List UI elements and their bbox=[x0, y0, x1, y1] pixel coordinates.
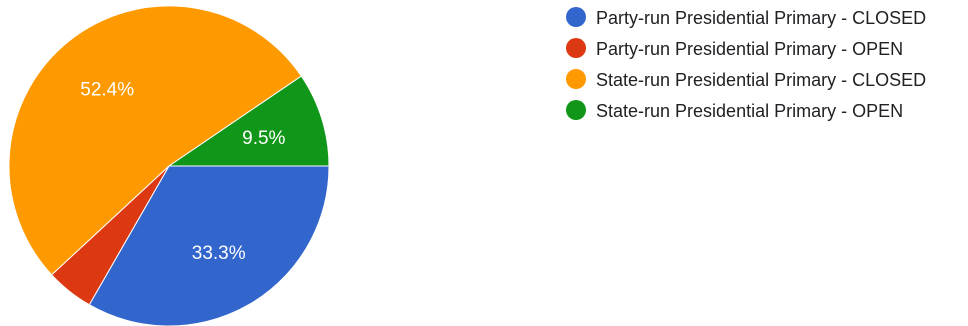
legend-label: State-run Presidential Primary - CLOSED bbox=[596, 70, 927, 90]
slice-data-label: 9.5% bbox=[242, 128, 285, 149]
legend-swatch-state-open bbox=[566, 100, 586, 120]
legend-item[interactable]: State-run Presidential Primary - OPEN bbox=[566, 99, 966, 123]
legend-swatch-party-closed bbox=[566, 7, 586, 27]
legend-swatch-party-open bbox=[566, 38, 586, 58]
slice-data-label: 33.3% bbox=[192, 243, 246, 264]
slice-party-closed[interactable] bbox=[88, 165, 330, 326]
legend-label: State-run Presidential Primary - OPEN bbox=[596, 101, 904, 121]
legend-item[interactable]: State-run Presidential Primary - CLOSED bbox=[566, 68, 966, 92]
legend-label: Party-run Presidential Primary - OPEN bbox=[596, 39, 904, 59]
legend-item[interactable]: Party-run Presidential Primary - CLOSED bbox=[566, 6, 966, 30]
legend-item[interactable]: Party-run Presidential Primary - OPEN bbox=[566, 37, 966, 61]
legend-swatch-state-closed bbox=[566, 69, 586, 89]
slice-data-label: 52.4% bbox=[80, 79, 134, 100]
slice-state-open[interactable] bbox=[167, 75, 330, 167]
chart-legend: Party-run Presidential Primary - CLOSED … bbox=[566, 6, 966, 130]
slice-state-closed[interactable] bbox=[8, 5, 303, 276]
legend-label: Party-run Presidential Primary - CLOSED bbox=[596, 8, 927, 28]
